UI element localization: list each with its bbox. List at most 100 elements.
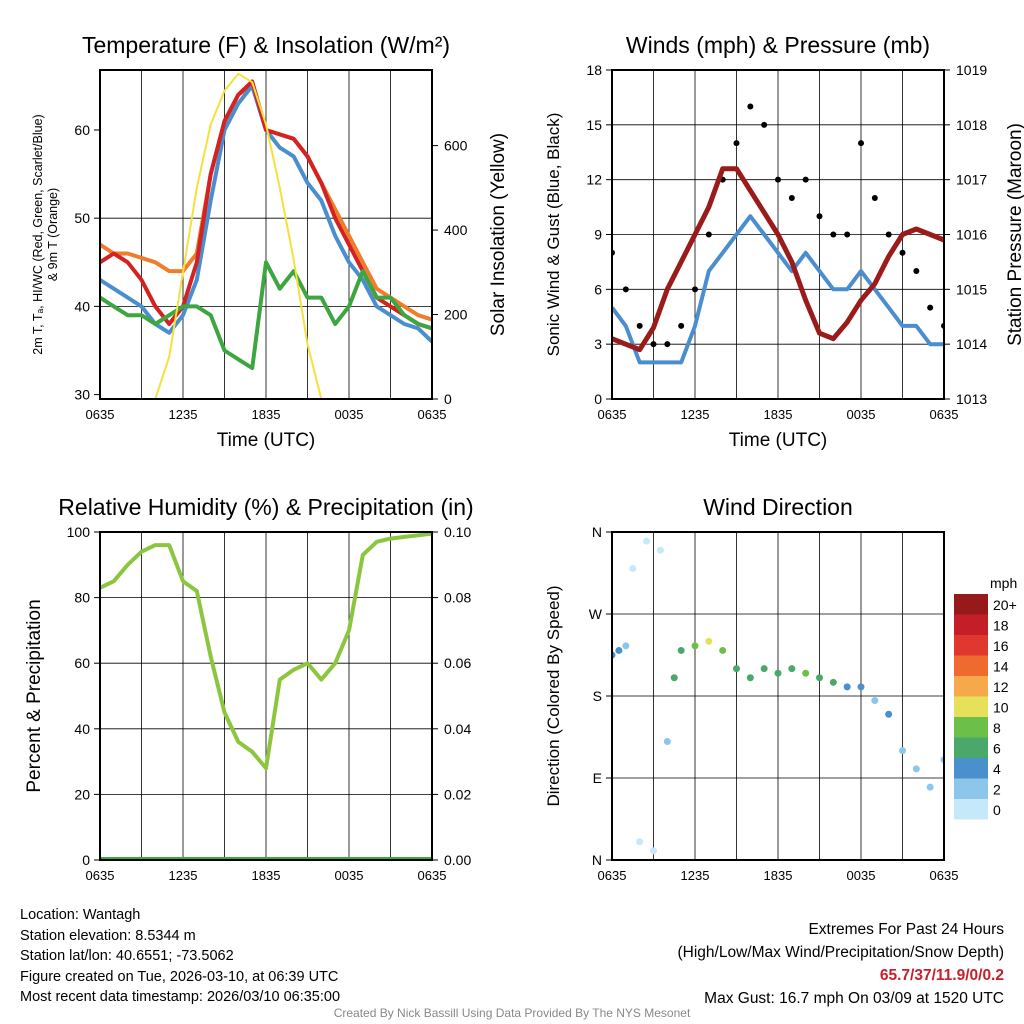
direction-point (733, 665, 740, 673)
direction-point (656, 546, 664, 554)
colorbar-label: 14 (993, 659, 1009, 675)
y2-tick-label: 0.02 (444, 786, 471, 802)
colorbar-swatch (954, 717, 988, 738)
direction-point (670, 674, 678, 682)
gust-point (802, 176, 809, 183)
y-tick-label: 12 (586, 172, 602, 188)
gust-point (871, 194, 878, 201)
y2-tick-label: 1017 (956, 172, 987, 188)
y-tick-label: 60 (74, 122, 90, 138)
gust-point (664, 341, 671, 348)
x-tick-label: 0635 (930, 407, 959, 422)
y-axis-label: Direction (Colored By Speed) (544, 585, 563, 806)
x-tick-label: 0635 (598, 868, 627, 883)
colorbar-label: 12 (993, 679, 1009, 695)
x-tick-label: 0635 (598, 407, 627, 422)
x-tick-label: 1235 (169, 407, 198, 422)
y2-tick-label: 1014 (956, 336, 987, 352)
direction-point (705, 637, 713, 645)
colorbar-swatch (954, 778, 988, 799)
gust-point (705, 231, 712, 238)
gust-point (761, 121, 768, 128)
colorbar-swatch (954, 594, 988, 615)
x-tick-label: 0635 (418, 868, 447, 883)
chart-title: Relative Humidity (%) & Precipitation (i… (58, 494, 473, 520)
location: Location: Wantagh (20, 907, 141, 923)
x-tick-label: 1835 (764, 407, 793, 422)
y2-tick-label: 1013 (956, 391, 987, 407)
chart-wind: Winds (mph) & Pressure (mb) 0 3 6 9 12 15 18 101… (544, 32, 1024, 451)
colorbar: mph 20+ 18 16 14 12 10 8 6 4 2 0 (954, 575, 1017, 820)
gust-point (858, 140, 864, 147)
direction-point (615, 646, 623, 654)
series-sonic-wind (612, 214, 944, 365)
direction-point (829, 678, 837, 686)
chart-title: Winds (mph) & Pressure (mb) (626, 32, 930, 58)
direction-point (912, 765, 920, 773)
y-tick-label: N (592, 524, 602, 540)
direction-point (629, 564, 637, 572)
x-axis-label: Time (UTC) (217, 430, 316, 451)
plot-area (100, 72, 432, 399)
chart-title: Temperature (F) & Insolation (W/m²) (82, 32, 450, 58)
y-tick-label: 9 (594, 227, 602, 243)
x-tick-label: 1235 (169, 868, 198, 883)
direction-point (871, 697, 879, 705)
colorbar-label: 8 (993, 720, 1001, 736)
y2-tick-label: 0.00 (444, 852, 471, 868)
gust-point (692, 286, 698, 293)
direction-point (636, 838, 644, 846)
y-tick-label: 40 (74, 721, 90, 737)
gust-point (913, 268, 920, 275)
colorbar-title: mph (990, 575, 1017, 591)
y-tick-label: 50 (74, 210, 90, 226)
colorbar-swatch (954, 799, 988, 820)
series-station-pressure (612, 166, 944, 353)
y-axis-label: Sonic Wind & Gust (Blue, Black) (544, 113, 563, 357)
plot-frame (99, 531, 433, 861)
y-tick-label: 0 (594, 391, 602, 407)
colorbar-label: 0 (993, 802, 1001, 818)
y-tick-label: 20 (74, 786, 90, 802)
x-tick-label: 1235 (681, 407, 710, 422)
series-relative-humidity (100, 532, 432, 771)
direction-point (857, 683, 865, 691)
colorbar-swatch (954, 737, 988, 758)
direction-point (885, 710, 893, 718)
y-tick-label: 0 (82, 852, 90, 868)
x-tick-label: 1835 (252, 868, 281, 883)
y-tick-label: 6 (594, 281, 602, 297)
direction-point (899, 747, 906, 755)
gust-point (844, 231, 851, 238)
plot-frame (99, 69, 433, 400)
extremes: Extremes For Past 24 Hours (High/Low/Max… (678, 918, 1005, 1010)
gust-point (650, 341, 657, 348)
plot-area (612, 103, 944, 365)
lat-lon: Station lat/lon: 40.6551; -73.5062 (20, 948, 234, 964)
y-axis-label: 2m T, Tₐ, HI/WC (Red, Green, Scarlet/Blu… (31, 114, 45, 354)
credit: Created By Nick Bassill Using Data Provi… (333, 1006, 691, 1020)
x-tick-label: 0035 (335, 868, 364, 883)
direction-point (926, 783, 934, 791)
y-tick-label: S (593, 688, 602, 704)
gust-point (622, 286, 629, 293)
y-tick-label: 15 (586, 117, 602, 133)
colorbar-swatch (954, 758, 988, 779)
x-tick-label: 1235 (681, 868, 710, 883)
direction-point (622, 642, 630, 650)
gust-point (927, 304, 934, 311)
y-tick-label: 18 (586, 62, 602, 78)
y2-tick-label: 1019 (956, 62, 987, 78)
y-tick-label: 30 (74, 387, 90, 403)
colorbar-swatch (954, 635, 988, 656)
x-tick-label: 1835 (764, 868, 793, 883)
y-tick-label: 80 (74, 590, 90, 606)
y2-tick-label: 0 (444, 391, 452, 407)
plot-area (100, 532, 432, 860)
direction-point (788, 665, 796, 673)
colorbar-label: 10 (993, 700, 1009, 716)
station-info: Location: Wantagh Station elevation: 8.5… (20, 905, 340, 1008)
gust-point (733, 140, 740, 147)
direction-point (746, 674, 754, 682)
